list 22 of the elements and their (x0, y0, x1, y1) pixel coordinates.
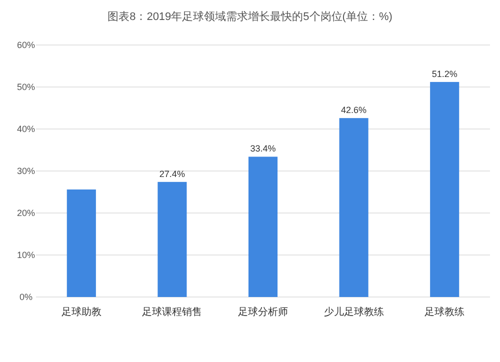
x-tick-label: 少儿足球教练 (324, 306, 384, 318)
data-label: 33.4% (250, 144, 276, 154)
y-tick-label: 0% (19, 292, 33, 302)
y-tick-label: 40% (16, 124, 36, 134)
y-tick-label: 60% (16, 40, 36, 50)
y-tick-label: 10% (16, 250, 36, 260)
y-tick-label: 20% (16, 208, 36, 218)
x-tick-label: 足球分析师 (238, 306, 288, 318)
chart-title: 图表8：2019年足球领域需求增长最快的5个岗位(单位：%) (108, 10, 392, 23)
y-tick-label: 30% (16, 166, 36, 176)
x-tick-label: 足球助教 (61, 306, 102, 318)
y-tick-label: 50% (16, 82, 36, 92)
x-tick-label: 足球课程销售 (142, 306, 202, 318)
bar (430, 82, 460, 297)
bar (339, 118, 368, 297)
bar (158, 182, 187, 297)
x-tick-label: 足球教练 (424, 306, 465, 318)
data-label: 27.4% (159, 168, 185, 179)
data-label: 42.6% (341, 105, 367, 116)
data-label: 51.2% (432, 68, 458, 79)
bar (248, 156, 278, 297)
bar (66, 189, 96, 297)
